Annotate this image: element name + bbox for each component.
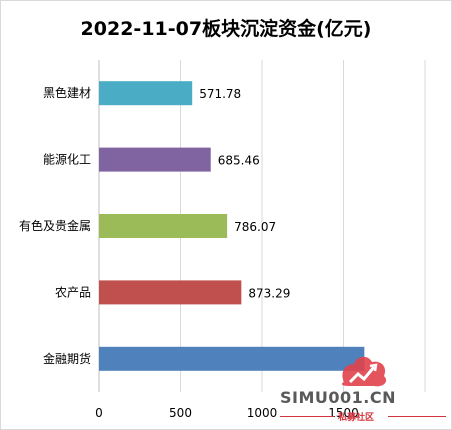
watermark: SIMU001.CN 私募社区 <box>276 352 452 426</box>
category-label: 能源化工 <box>43 153 91 167</box>
bar <box>99 346 365 371</box>
category-label: 金融期货 <box>43 351 91 366</box>
watermark-rule-right <box>388 416 446 417</box>
x-tick-label: 500 <box>169 406 192 420</box>
category-label: 黑色建材 <box>43 86 91 100</box>
category-label: 有色及贵金属 <box>19 218 91 233</box>
bar <box>99 280 242 305</box>
x-tick-label: 1000 <box>247 406 278 420</box>
bar <box>99 81 193 106</box>
chart-title: 2022-11-07板块沉淀资金(亿元) <box>80 18 372 40</box>
watermark-subtext: 私募社区 <box>338 413 375 423</box>
bar <box>99 147 211 172</box>
simu-logo-icon <box>341 356 387 387</box>
x-tick-label: 0 <box>95 406 103 420</box>
data-label: 786.07 <box>234 220 276 234</box>
watermark-rule-left <box>280 416 334 417</box>
watermark-text: SIMU001.CN <box>280 388 396 407</box>
data-label: 873.29 <box>248 286 290 300</box>
bar <box>99 214 228 238</box>
category-label: 农产品 <box>55 285 91 299</box>
data-label: 571.78 <box>199 87 241 101</box>
data-label: 685.46 <box>218 154 260 168</box>
x-tick-label: 1500 <box>328 406 359 420</box>
